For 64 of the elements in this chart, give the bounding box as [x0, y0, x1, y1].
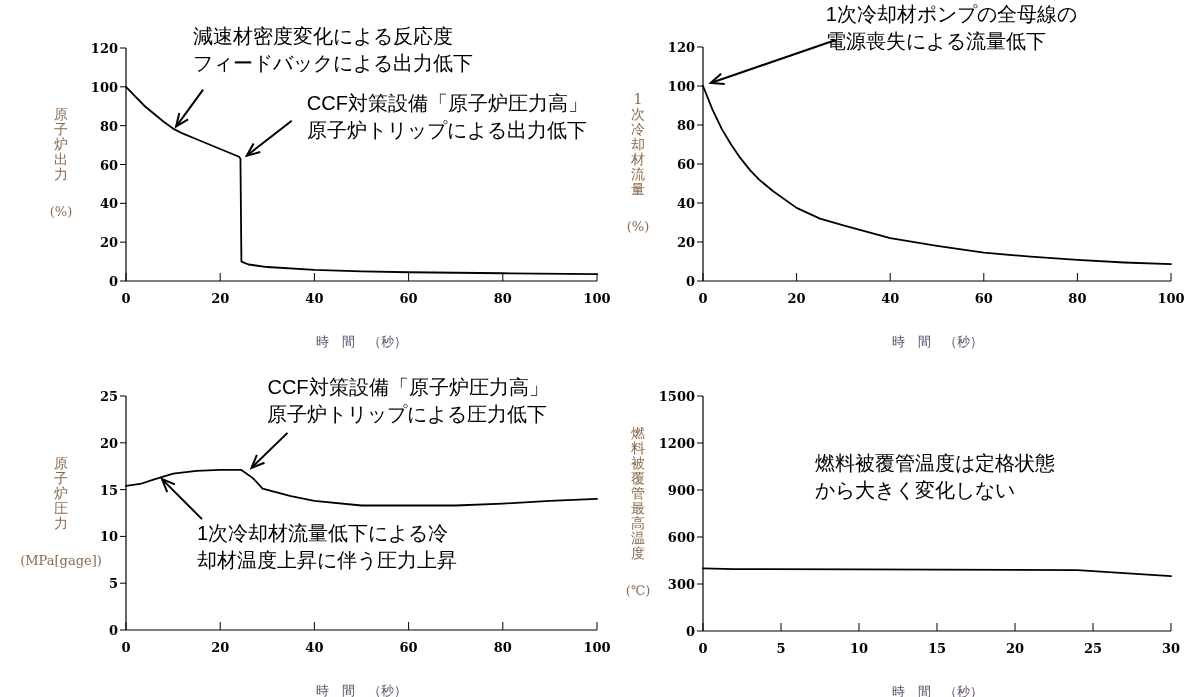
y-tick-label: 1500	[658, 389, 695, 404]
y-tick-label: 25	[99, 389, 118, 404]
y-tick-label: 100	[667, 79, 695, 94]
x-tick-label: 100	[583, 640, 611, 655]
y-tick-label: 40	[676, 196, 695, 211]
x-tick-label: 0	[121, 640, 131, 655]
y-tick-label: 20	[99, 435, 118, 451]
x-tick-label: 0	[121, 291, 131, 306]
y-tick-label: 900	[667, 483, 695, 498]
y-tick-label: 0	[685, 274, 695, 289]
x-tick-label: 20	[211, 640, 230, 655]
x-tick-label: 60	[399, 291, 418, 306]
y-tick-label: 120	[667, 40, 695, 55]
x-axis-title: 時 間 （秒）	[891, 334, 983, 349]
x-tick-label: 80	[493, 640, 512, 655]
annotation: CCF対策設備「原子炉圧力高」原子炉トリップによる出力低下	[306, 91, 588, 141]
x-tick-label: 80	[493, 291, 512, 306]
x-tick-label: 0	[698, 291, 708, 306]
y-tick-label: 20	[99, 235, 118, 251]
y-tick-label: 0	[108, 274, 118, 289]
y-tick-label: 0	[685, 624, 695, 639]
x-tick-label: 60	[974, 291, 993, 306]
y-tick-label: 80	[676, 118, 695, 133]
x-tick-label: 10	[849, 641, 869, 656]
y-tick-label: 5	[108, 576, 118, 592]
text: 燃料被覆管最高温度 (℃)	[625, 425, 651, 598]
x-tick-label: 40	[881, 291, 900, 306]
x-tick-label: 60	[399, 640, 418, 655]
x-tick-label: 40	[305, 291, 324, 306]
text: 1次冷却材流量 (%)	[626, 90, 650, 234]
y-tick-label: 600	[667, 530, 695, 545]
x-tick-label: 20	[787, 291, 806, 306]
x-tick-label: 5	[776, 641, 786, 656]
y-tick-label: 120	[90, 41, 118, 56]
y-tick-label: 80	[99, 118, 118, 134]
y-tick-label: 60	[99, 157, 118, 173]
annotation: CCF対策設備「原子炉圧力高」原子炉トリップによる圧力低下	[267, 375, 549, 425]
y-tick-label: 40	[99, 196, 118, 212]
annotation: 燃料被覆管温度は定格状態から大きく変化しない	[815, 452, 1055, 501]
annotation: 1次冷却材流量低下による冷却材温度上昇に伴う圧力上昇	[196, 522, 457, 572]
annotation: 1次冷却材ポンプの全母線の電源喪失による流量低下	[825, 3, 1077, 52]
x-tick-label: 20	[211, 291, 230, 306]
y-tick-label: 1200	[658, 436, 695, 451]
x-tick-label: 100	[583, 291, 611, 306]
y-tick-label: 60	[676, 157, 695, 172]
x-tick-label: 0	[698, 641, 708, 656]
x-tick-label: 100	[1157, 291, 1185, 306]
y-tick-label: 0	[108, 623, 118, 638]
y-tick-label: 20	[676, 235, 695, 250]
y-tick-label: 15	[99, 482, 118, 498]
x-tick-label: 25	[1083, 641, 1103, 656]
y-tick-label: 300	[667, 577, 695, 592]
y-tick-label: 100	[90, 79, 118, 95]
x-axis-title: 時 間 （秒）	[316, 683, 407, 697]
x-tick-label: 20	[1005, 641, 1025, 656]
x-tick-label: 30	[1161, 641, 1181, 656]
y-tick-label: 10	[99, 529, 118, 545]
text: 原子炉圧力 (MPa[gage])	[20, 454, 102, 568]
annotation: 減速材密度変化による反応度フィードバックによる出力低下	[193, 24, 474, 74]
x-tick-label: 40	[305, 640, 324, 655]
text: 原子炉出力 (%)	[49, 106, 73, 219]
x-tick-label: 80	[1068, 291, 1087, 306]
x-axis-title: 時 間 （秒）	[316, 334, 407, 349]
x-tick-label: 15	[927, 641, 947, 656]
